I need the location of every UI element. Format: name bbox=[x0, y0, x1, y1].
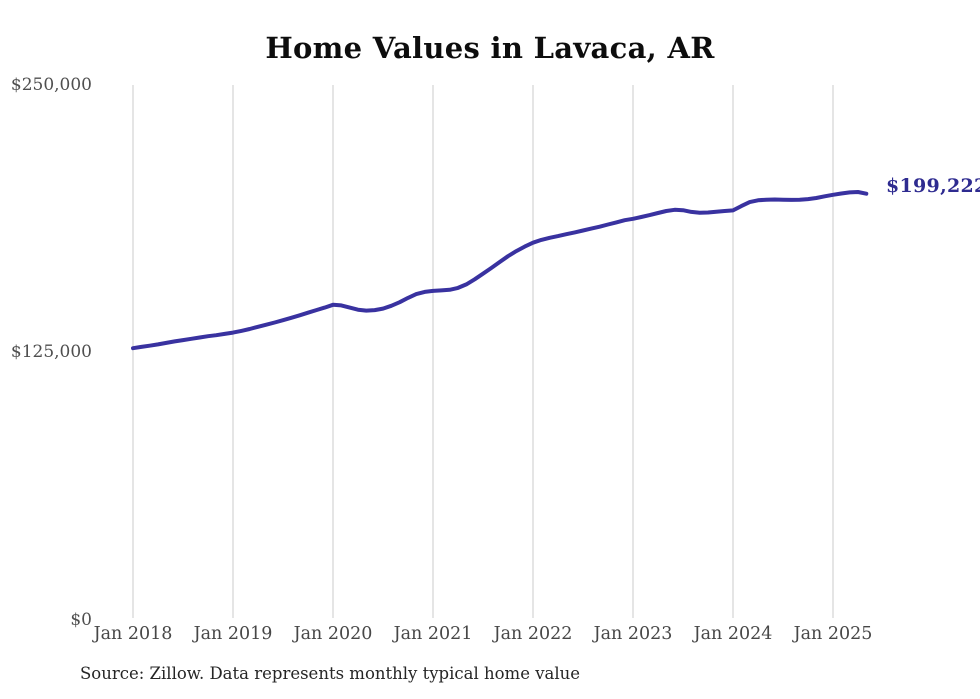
x-axis-tick-jan-2025: Jan 2025 bbox=[793, 624, 873, 644]
x-axis-tick-jan-2020: Jan 2020 bbox=[293, 624, 373, 644]
x-axis-tick-jan-2021: Jan 2021 bbox=[393, 624, 473, 644]
y-axis-tick-0: $0 bbox=[70, 610, 92, 630]
source-note: Source: Zillow. Data represents monthly … bbox=[80, 664, 581, 683]
x-axis-tick-jan-2022: Jan 2022 bbox=[493, 624, 573, 644]
x-axis-tick-jan-2024: Jan 2024 bbox=[693, 624, 773, 644]
home-value-line-series bbox=[131, 190, 869, 351]
y-axis-tick-250000: $250,000 bbox=[10, 75, 92, 95]
x-axis-tick-jan-2018: Jan 2018 bbox=[93, 624, 173, 644]
latest-value-label: $199,222 bbox=[886, 175, 980, 197]
y-axis-tick-125000: $125,000 bbox=[10, 342, 92, 362]
x-axis-tick-jan-2023: Jan 2023 bbox=[593, 624, 673, 644]
x-axis-tick-jan-2019: Jan 2019 bbox=[193, 624, 273, 644]
chart-title: Home Values in Lavaca, AR bbox=[265, 31, 715, 65]
